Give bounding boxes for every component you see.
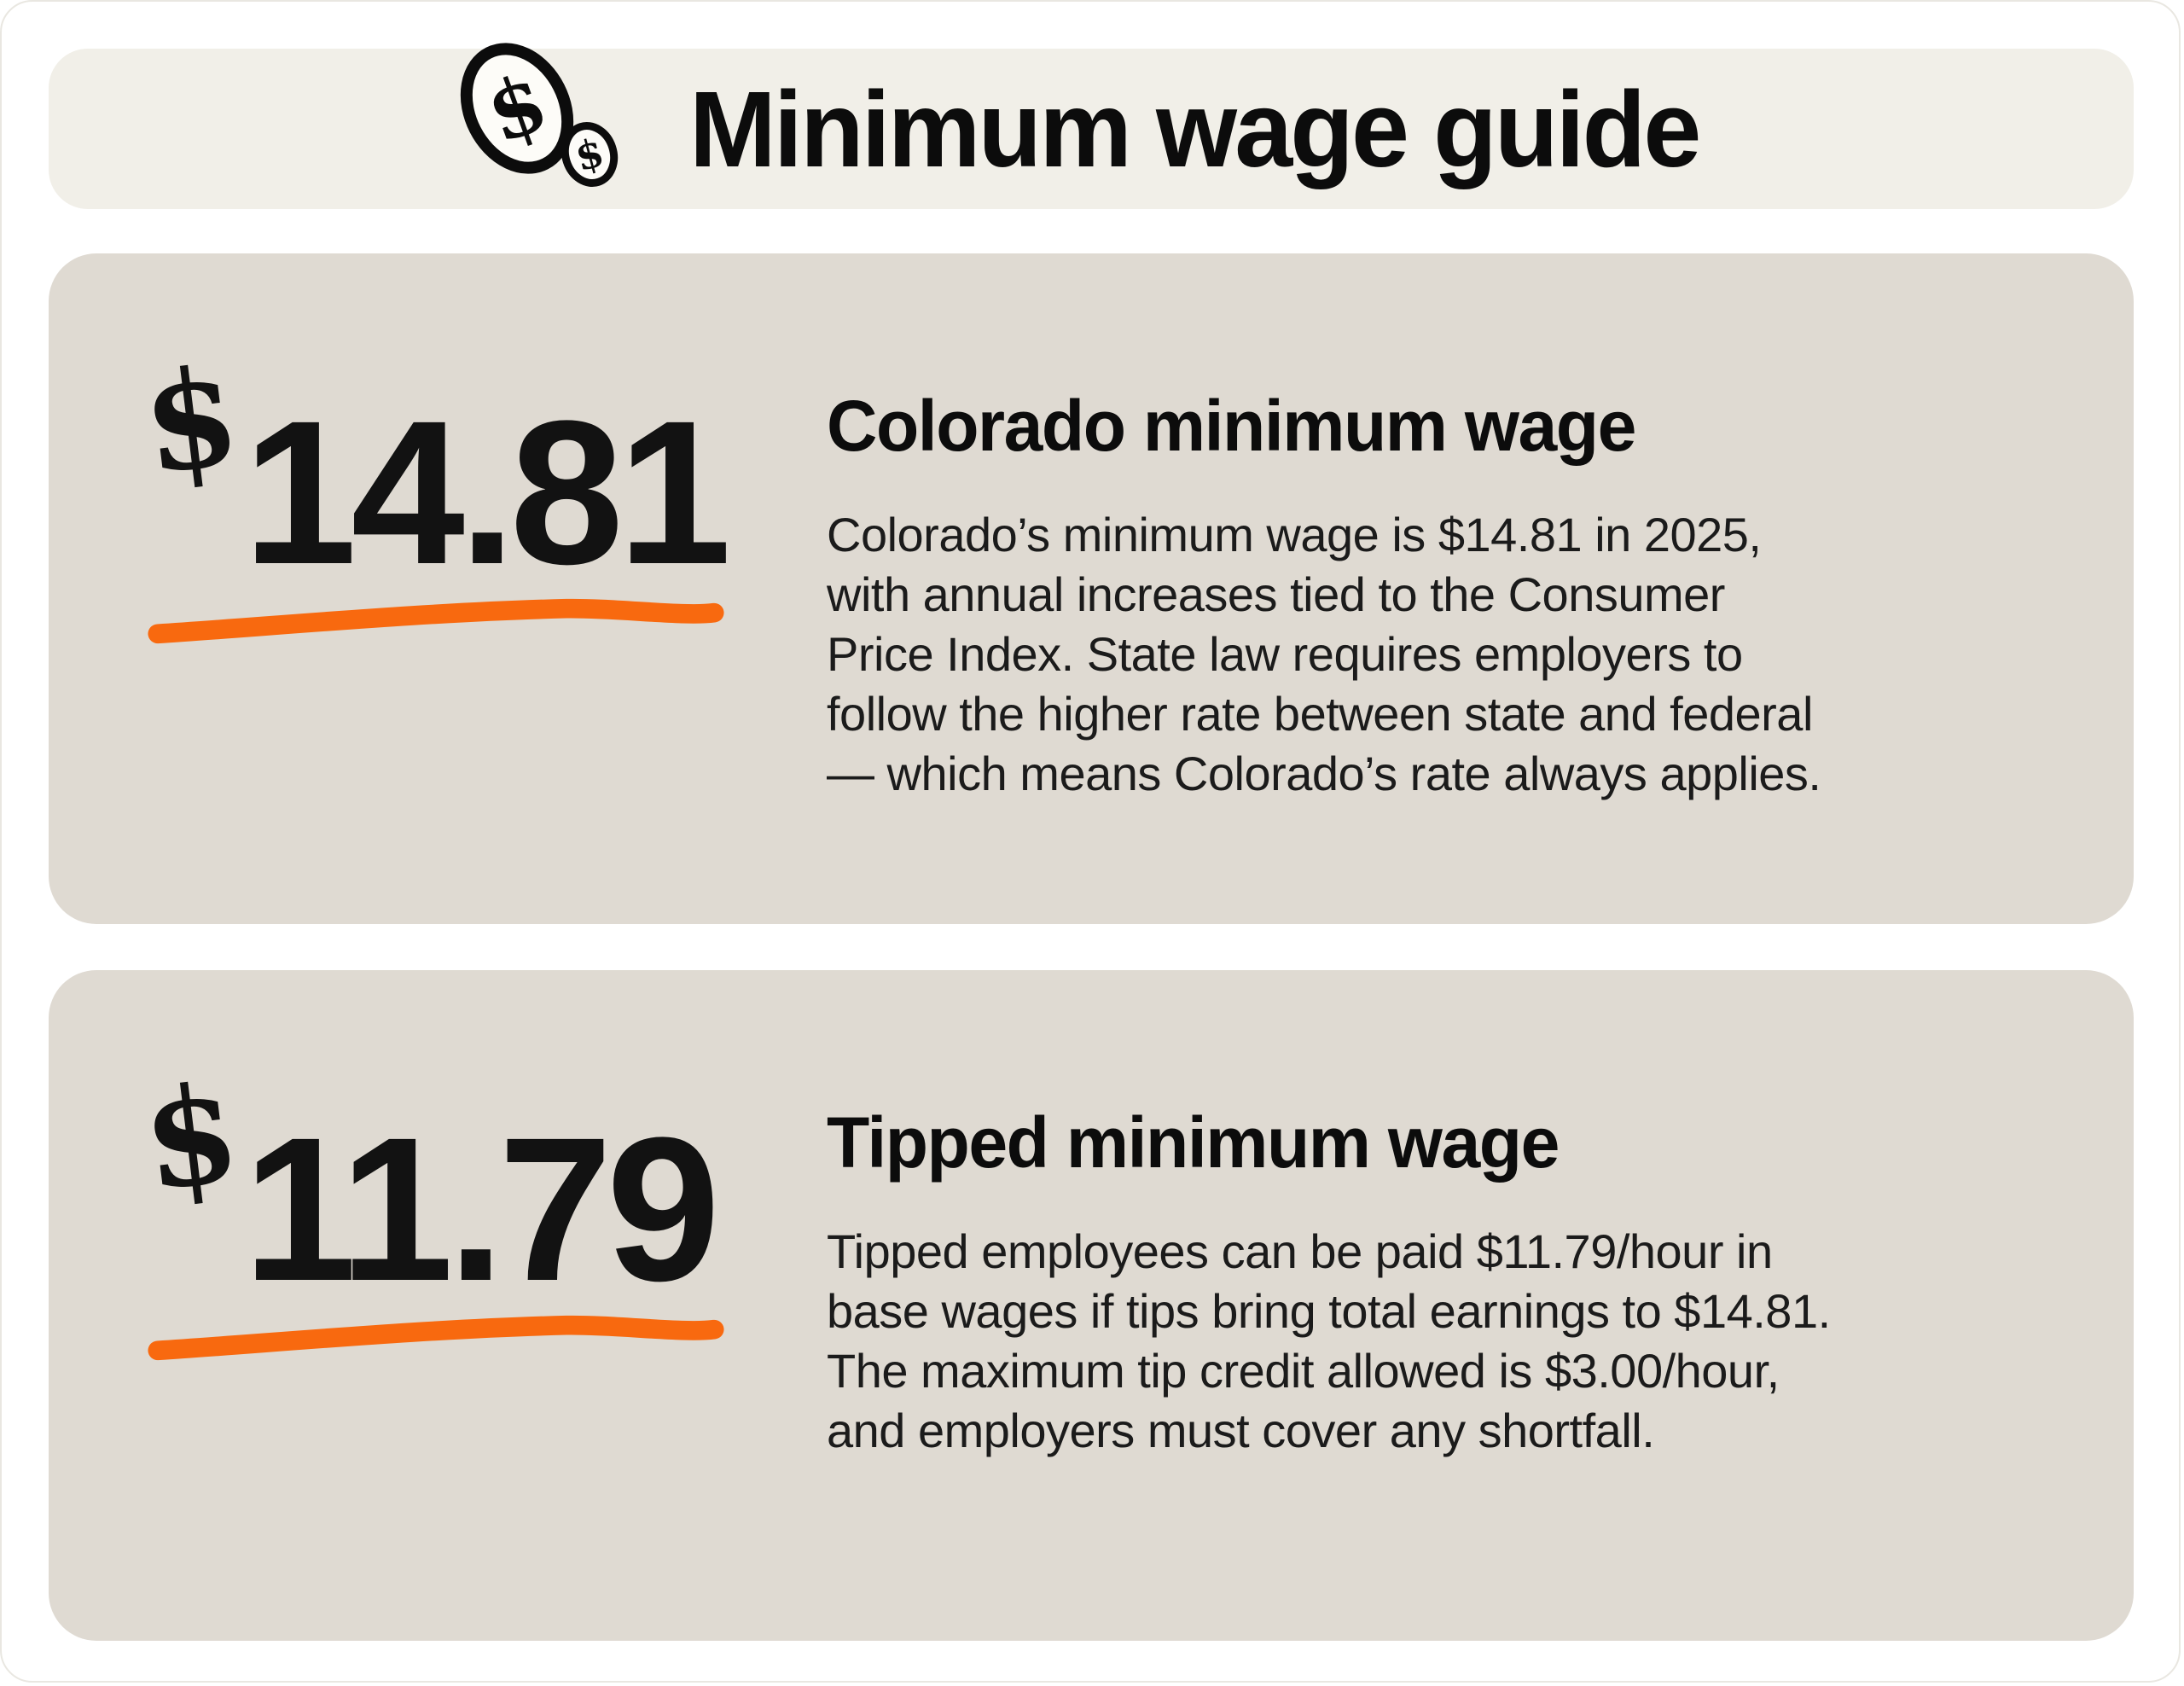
amount-digits: 11.79 <box>242 1095 720 1323</box>
orange-underline <box>148 598 724 644</box>
card-body: Colorado’s minimum wage is $14.81 in 202… <box>827 508 1821 800</box>
header-content: $ $ Minimum wage guide <box>49 43 2134 209</box>
text-column: Colorado minimum wage Colorado’s minimum… <box>827 383 2082 804</box>
text-column: Tipped minimum wage Tipped employees can… <box>827 1100 2082 1461</box>
dollar-sign: $ <box>135 1053 247 1223</box>
amount-value: $14.81 <box>135 337 827 595</box>
card-body: Tipped employees can be paid $11.79/hour… <box>827 1224 1831 1457</box>
header-bar: $ $ Minimum wage guide <box>49 43 2134 209</box>
card-tipped-minimum-wage: $11.79 Tipped minimum wage Tipped employ… <box>49 970 2134 1641</box>
page-title: Minimum wage guide <box>688 68 1701 189</box>
amount-digits: 14.81 <box>242 378 732 607</box>
card-heading: Colorado minimum wage <box>827 386 1636 466</box>
card-colorado-minimum-wage: $14.81 Colorado minimum wage Colorado’s … <box>49 253 2134 924</box>
dollar-coins-icon: $ $ <box>460 43 619 187</box>
amount-value: $11.79 <box>135 1054 827 1311</box>
amount-column: $11.79 <box>135 1054 827 1363</box>
orange-underline <box>148 1315 724 1361</box>
card-heading: Tipped minimum wage <box>827 1102 1560 1183</box>
dollar-sign: $ <box>135 336 247 506</box>
amount-column: $14.81 <box>135 337 827 646</box>
